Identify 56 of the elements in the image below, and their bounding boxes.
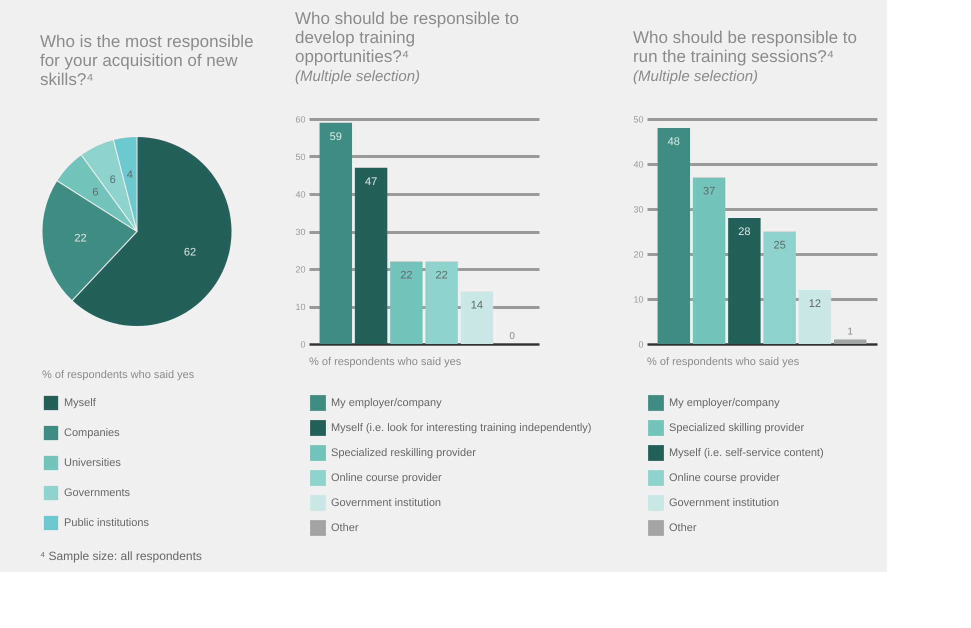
chart-subtitle: (Multiple selection) <box>294 68 420 85</box>
y-tick-label: 50 <box>295 152 306 162</box>
data-label: 22 <box>400 270 412 282</box>
data-label: 14 <box>470 300 484 312</box>
chart-subtitle: (Multiple selection) <box>632 68 758 85</box>
y-tick-label: 10 <box>295 302 306 312</box>
legend-label: Other <box>331 522 359 534</box>
y-tick-label: 0 <box>300 340 306 350</box>
text: ⁴ Sample size: all respondents <box>40 549 202 563</box>
y-tick-label: 10 <box>633 294 644 304</box>
data-label: 4 <box>126 168 133 181</box>
legend-label: Government institution <box>331 497 442 509</box>
legend-label: Governments <box>64 487 131 499</box>
legend-label: My employer/company <box>669 397 780 409</box>
chart-title: Who is the most responsible for your acquisition of new skills?⁴ <box>40 32 254 89</box>
y-tick-label: 0 <box>638 340 644 350</box>
data-label: 25 <box>774 240 786 252</box>
data-label: 12 <box>808 298 822 310</box>
y-tick-label: 60 <box>295 114 306 124</box>
y-tick-label: 50 <box>633 114 644 124</box>
legend-label: Myself (i.e. look for interesting training independently) <box>331 422 592 434</box>
legend-label: My employer/company <box>331 397 442 409</box>
data-label: 62 <box>184 246 196 258</box>
legend-label: Specialized skilling provider <box>669 422 804 434</box>
data-label: 6 <box>110 174 116 186</box>
legend-label: Online course provider <box>669 472 780 484</box>
data-label: 1 <box>847 326 854 338</box>
text: % of respondents who said yes <box>42 369 195 381</box>
legend-label: Universities <box>64 457 122 469</box>
text: % of respondents who said yes <box>309 356 462 368</box>
y-tick-label: 20 <box>633 250 644 260</box>
legend-label: Other <box>669 522 697 534</box>
legend-label: Online course provider <box>331 472 442 484</box>
data-label: 22 <box>74 232 87 245</box>
data-label: 28 <box>738 226 750 238</box>
text: % of respondents who said yes <box>647 356 800 368</box>
data-label: 48 <box>668 136 680 148</box>
legend-label: Myself (i.e. self-service content) <box>669 447 824 459</box>
chart-title: Who should be responsible to run the training sessions?⁴ <box>632 28 857 66</box>
legend-label: Specialized reskilling provider <box>331 447 476 459</box>
data-label: 22 <box>436 270 448 282</box>
y-tick-label: 40 <box>633 160 644 170</box>
legend-label: Public institutions <box>64 517 150 529</box>
legend-label: Government institution <box>669 497 780 509</box>
y-tick-label: 40 <box>295 190 306 200</box>
legend-label: Myself <box>64 397 97 409</box>
legend-label: Companies <box>64 427 120 439</box>
data-label: 37 <box>702 186 716 198</box>
y-tick-label: 30 <box>295 227 306 237</box>
data-label: 59 <box>330 130 342 143</box>
data-label: 47 <box>364 176 378 188</box>
y-tick-label: 30 <box>633 204 644 214</box>
data-label: 6 <box>92 186 99 198</box>
data-label: 0 <box>509 331 516 342</box>
chart-title: Who should be responsible to develop training opportunities?⁴ <box>294 9 519 66</box>
y-tick-label: 20 <box>295 264 306 274</box>
